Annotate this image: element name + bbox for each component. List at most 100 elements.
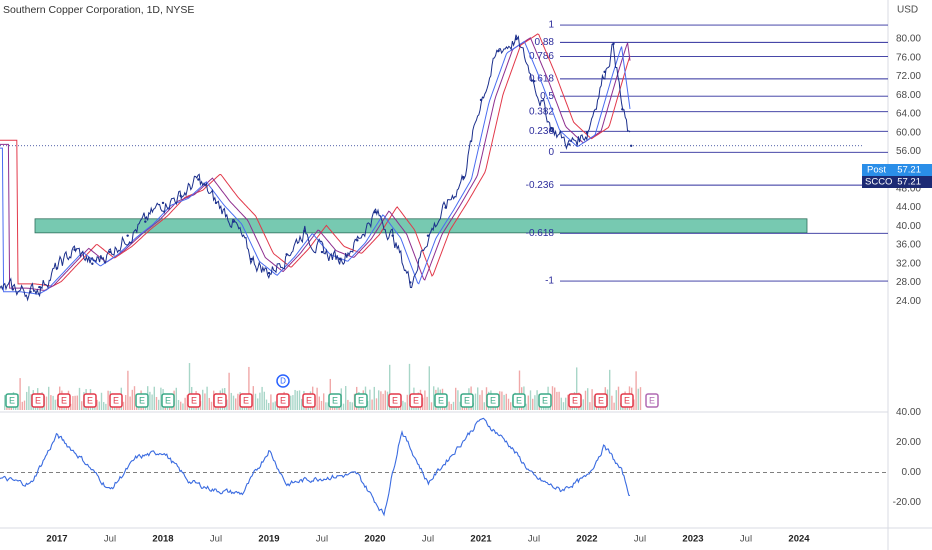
price-point (612, 42, 615, 45)
volume-bar (23, 400, 26, 410)
earnings-marker[interactable] (187, 393, 201, 408)
volume-bar (503, 394, 505, 410)
post-price-tag (862, 164, 932, 176)
volume-bar (151, 394, 153, 410)
earnings-marker[interactable] (538, 393, 552, 408)
earnings-marker-label: E (306, 395, 312, 405)
earnings-marker[interactable] (57, 393, 71, 408)
earnings-marker[interactable] (354, 393, 368, 408)
price-tick-label: 48.00 (896, 184, 921, 195)
post-price-value: 57.21 (897, 165, 921, 176)
volume-bar (587, 388, 589, 410)
volume-bar (507, 398, 510, 410)
earnings-marker[interactable] (276, 393, 290, 408)
volume-bar (294, 389, 296, 410)
volume-bar (323, 393, 325, 410)
earnings-marker[interactable] (409, 393, 423, 408)
earnings-marker[interactable] (434, 393, 448, 408)
oscillator-series (0, 417, 631, 517)
earnings-marker[interactable] (486, 393, 500, 408)
volume-bar (501, 391, 503, 410)
volume-bar (48, 386, 50, 410)
earnings-marker[interactable] (239, 393, 253, 408)
volume-bar (81, 401, 83, 410)
earnings-marker[interactable] (161, 393, 175, 408)
oscillator-tick-label: 20.00 (896, 437, 921, 448)
earnings-marker[interactable] (460, 393, 474, 408)
volume-bar (265, 399, 268, 410)
time-tick-label: 2021 (470, 534, 492, 545)
volume-bar (327, 402, 329, 410)
volume-bar (424, 390, 426, 410)
fib-level-label: 0.382 (529, 106, 554, 117)
earnings-marker-label: E (413, 395, 419, 405)
earnings-marker[interactable] (31, 393, 45, 408)
volume-bar (433, 386, 435, 410)
earnings-marker-label: E (87, 395, 93, 405)
earnings-marker[interactable] (594, 393, 608, 408)
earnings-marker[interactable] (645, 393, 659, 408)
time-tick-label: 2023 (682, 534, 703, 545)
earnings-marker[interactable] (388, 393, 402, 408)
earnings-marker[interactable] (213, 393, 227, 408)
volume-bar (301, 398, 303, 410)
volume-bar (188, 363, 191, 410)
earnings-marker[interactable] (135, 393, 149, 408)
price-point (73, 248, 76, 251)
symbol-price-tag (862, 176, 932, 188)
price-point (409, 281, 412, 284)
price-point (11, 288, 15, 291)
fib-level-label: -0.236 (526, 180, 555, 191)
volume-bar (230, 392, 232, 410)
price-point (568, 143, 571, 146)
earnings-marker[interactable] (109, 393, 123, 408)
volume-bar (518, 370, 521, 410)
price-point (629, 144, 633, 148)
volume-bar (107, 390, 109, 410)
price-point (621, 108, 624, 111)
fib-level-label: -1 (545, 276, 554, 287)
volume-bar (349, 401, 351, 410)
support-zone[interactable] (34, 218, 808, 234)
price-point (497, 49, 500, 52)
earnings-marker[interactable] (328, 393, 342, 408)
volume-bar (296, 390, 298, 410)
time-tick-label: Jul (528, 534, 540, 545)
volume-bar (408, 363, 411, 410)
volume-bar (155, 396, 158, 410)
earnings-marker[interactable] (568, 393, 582, 408)
volume-bar (406, 394, 408, 410)
volume-bar (272, 402, 274, 410)
volume-bar (529, 390, 532, 410)
volume-bar (318, 396, 320, 410)
earnings-marker[interactable] (302, 393, 316, 408)
earnings-marker[interactable] (512, 393, 526, 408)
earnings-marker[interactable] (620, 393, 634, 408)
price-series (0, 34, 631, 302)
volume-bar (558, 391, 560, 410)
time-tick-label: Jul (104, 534, 116, 545)
volume-bar (615, 390, 617, 410)
earnings-marker[interactable] (83, 393, 97, 408)
volume-bar (505, 393, 507, 410)
price-tick-label: 76.00 (896, 52, 921, 63)
volume-bar (208, 397, 210, 410)
volume-bar (72, 396, 74, 410)
earnings-marker[interactable] (5, 393, 19, 408)
price-point (91, 262, 94, 265)
volume-bar (45, 396, 48, 410)
price-point (108, 250, 112, 254)
time-tick-label: 2020 (364, 534, 385, 545)
dividend-marker[interactable] (276, 374, 290, 388)
price-point (338, 257, 341, 261)
volume-bar (373, 386, 375, 410)
volume-bar (554, 387, 556, 410)
volume-bar (551, 386, 554, 410)
time-tick-label: Jul (316, 534, 328, 545)
volume-bar (532, 398, 534, 410)
volume-bar (254, 393, 257, 410)
price-point (197, 178, 200, 181)
price-point (462, 175, 465, 179)
